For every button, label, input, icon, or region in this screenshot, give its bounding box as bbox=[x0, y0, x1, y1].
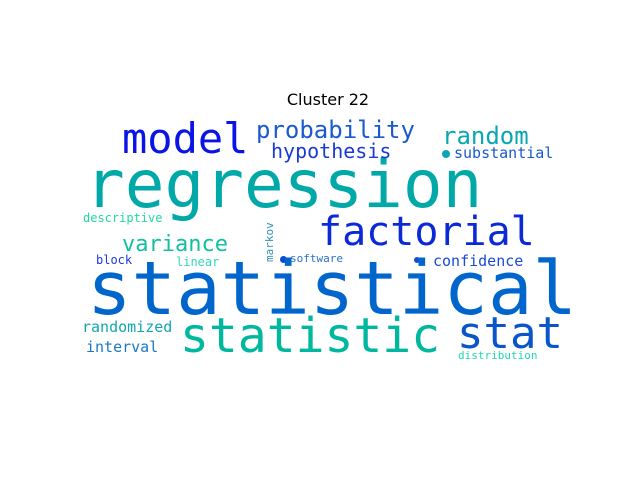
dot-mark bbox=[414, 257, 420, 263]
word-distribution: distribution bbox=[458, 349, 538, 362]
word-cloud: statistic regression statistical statist… bbox=[80, 114, 578, 366]
word-confidence: confidence bbox=[433, 252, 524, 270]
word-model-label: model bbox=[122, 114, 249, 163]
word-stat: stat bbox=[457, 308, 563, 359]
word-statistical: statistical bbox=[87, 246, 578, 332]
dot-mark bbox=[442, 150, 450, 158]
word-variance: variance bbox=[122, 232, 228, 257]
word-linear: linear bbox=[176, 255, 220, 269]
word-software: software bbox=[290, 252, 343, 265]
word-block: block bbox=[96, 253, 133, 267]
dot-mark bbox=[280, 256, 287, 263]
word-hypothesis: hypothesis bbox=[271, 139, 392, 163]
word-interval: interval bbox=[86, 338, 159, 356]
word-random: random bbox=[442, 122, 529, 150]
word-factorial: factorial bbox=[318, 209, 535, 255]
word-statistic: statistic bbox=[180, 308, 441, 364]
word-probability: probability bbox=[256, 116, 415, 144]
word-markov: markov bbox=[263, 222, 276, 262]
word-descriptive: descriptive bbox=[83, 211, 163, 225]
chart-title: Cluster 22 bbox=[286, 90, 370, 109]
word-randomized: randomized bbox=[82, 318, 173, 336]
word-regression: regression bbox=[85, 146, 483, 223]
word-substantial: substantial bbox=[454, 144, 554, 162]
